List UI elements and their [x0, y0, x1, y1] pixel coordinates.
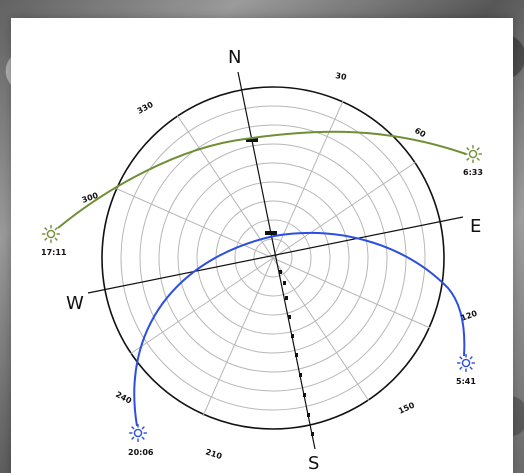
blue-end-sun-icon [128, 423, 148, 443]
cardinal-axes [87, 71, 464, 450]
azimuth-30-label: 30 [335, 71, 348, 82]
azimuth-240-label: 240 [114, 390, 133, 406]
azimuth-210-label: 210 [204, 447, 223, 461]
green-start-sun-icon [463, 144, 483, 164]
compass-e-label: E [470, 216, 481, 237]
green-end-sun-icon [41, 224, 61, 244]
compass-w-label: W [66, 293, 84, 314]
compass-s-label: S [308, 453, 319, 473]
blue-sun-path [133, 231, 466, 427]
azimuth-60-label: 60 [413, 126, 428, 140]
azimuth-120-label: 120 [460, 309, 479, 323]
concentric-rings [101, 86, 445, 430]
compass-n-label: N [228, 47, 241, 68]
blue-start-time: 5:41 [456, 377, 476, 386]
azimuth-150-label: 150 [397, 400, 416, 415]
radial-grid [114, 100, 431, 417]
axis-ticks [246, 138, 314, 436]
green-end-time: 17:11 [41, 248, 67, 257]
blue-end-time: 20:06 [128, 448, 154, 457]
green-sun-path [57, 130, 467, 229]
diagram-card [11, 18, 513, 473]
green-start-time: 6:33 [463, 168, 483, 177]
azimuth-330-label: 330 [136, 100, 155, 116]
blue-start-sun-icon [456, 353, 476, 373]
